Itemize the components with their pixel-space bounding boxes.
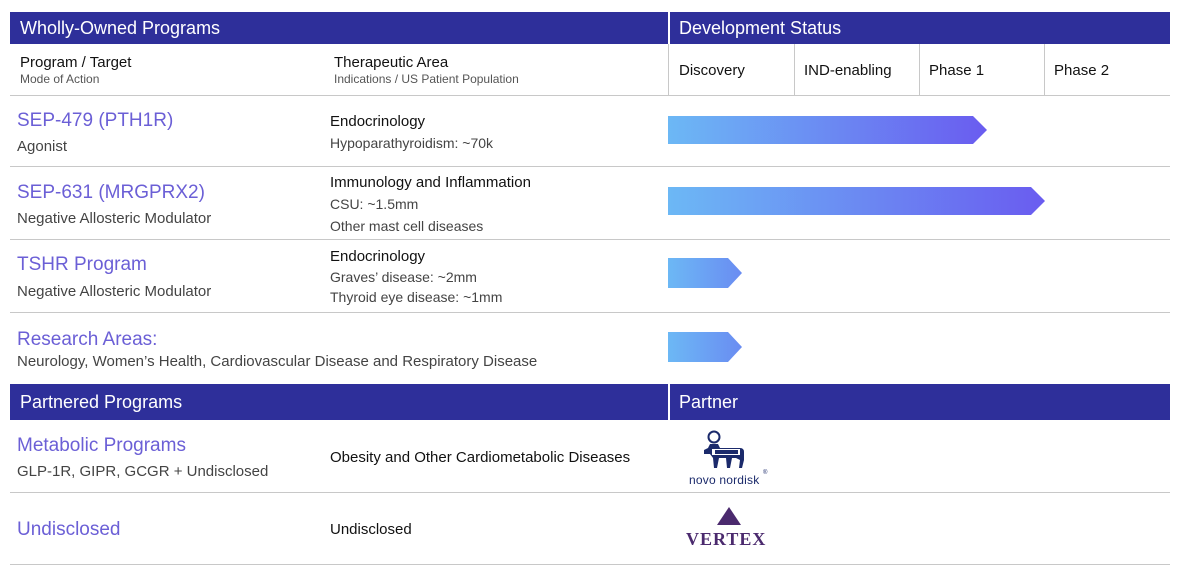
program-name: TSHR Program xyxy=(17,254,147,275)
indication: Other mast cell diseases xyxy=(330,218,484,234)
row-divider xyxy=(10,239,1170,240)
indication: Hypoparathyroidism: ~70k xyxy=(330,135,494,151)
program-name: Metabolic Programs xyxy=(17,435,186,456)
col-program-subheader: Mode of Action xyxy=(20,72,100,86)
vertex-logo: VERTEX xyxy=(686,507,776,552)
apis-bull-icon xyxy=(704,430,744,468)
partnered-header-band: Partnered Programs Partner xyxy=(10,384,1170,420)
registered-mark: ® xyxy=(763,470,768,476)
stage-divider xyxy=(919,44,920,96)
indication: Thyroid eye disease: ~1mm xyxy=(330,289,503,305)
program-targets: GLP-1R, GIPR, GCGR + Undisclosed xyxy=(17,463,269,480)
indication: Graves’ disease: ~2mm xyxy=(330,269,477,285)
program-name: SEP-631 (MRGPRX2) xyxy=(17,182,205,203)
program-name: SEP-479 (PTH1R) xyxy=(17,110,174,131)
stage-ind-enabling: IND-enabling xyxy=(804,62,892,79)
col-area-header: Therapeutic Area xyxy=(334,54,449,71)
vertex-triangle-icon xyxy=(717,507,741,525)
stage-divider xyxy=(1044,44,1045,96)
program-moa: Negative Allosteric Modulator xyxy=(17,210,212,227)
band-divider xyxy=(668,12,670,44)
program-moa: Agonist xyxy=(17,138,68,155)
col-area-subheader: Indications / US Patient Population xyxy=(334,72,519,86)
row-divider xyxy=(10,564,1170,565)
stage-divider xyxy=(794,44,795,96)
progress-arrow xyxy=(668,116,987,144)
band-divider xyxy=(668,384,670,420)
novo-nordisk-logo: novo nordisk ® xyxy=(686,430,776,488)
stage-discovery: Discovery xyxy=(679,62,745,79)
progress-arrow xyxy=(668,332,742,362)
vertex-wordmark: VERTEX xyxy=(686,529,767,549)
stage-phase-2: Phase 2 xyxy=(1054,62,1110,79)
row-divider xyxy=(10,95,1170,96)
progress-arrow xyxy=(668,187,1045,215)
program-name: Research Areas: xyxy=(17,329,158,350)
therapeutic-area: Endocrinology xyxy=(330,248,426,265)
status-title: Development Status xyxy=(679,18,842,38)
therapeutic-area: Obesity and Other Cardiometabolic Diseas… xyxy=(330,449,631,466)
partnered-title: Partnered Programs xyxy=(20,392,183,412)
program-moa: Negative Allosteric Modulator xyxy=(17,283,212,300)
row-divider xyxy=(10,166,1170,167)
partner-title: Partner xyxy=(679,392,739,412)
program-name: Undisclosed xyxy=(17,519,121,540)
stage-divider xyxy=(668,44,669,96)
indication: CSU: ~1.5mm xyxy=(330,196,419,212)
col-program-header: Program / Target xyxy=(20,54,132,71)
program-moa: Neurology, Women’s Health, Cardiovascula… xyxy=(17,353,538,370)
stage-phase-1: Phase 1 xyxy=(929,62,985,79)
novo-nordisk-wordmark: novo nordisk xyxy=(689,473,760,487)
therapeutic-area: Immunology and Inflammation xyxy=(330,174,531,191)
progress-arrow xyxy=(668,258,742,288)
row-divider xyxy=(10,492,1170,493)
owned-header-band: Wholly-Owned Programs Development Status xyxy=(10,12,1170,44)
therapeutic-area: Undisclosed xyxy=(330,521,412,538)
owned-title: Wholly-Owned Programs xyxy=(20,18,221,38)
row-divider xyxy=(10,312,1170,313)
therapeutic-area: Endocrinology xyxy=(330,113,426,130)
